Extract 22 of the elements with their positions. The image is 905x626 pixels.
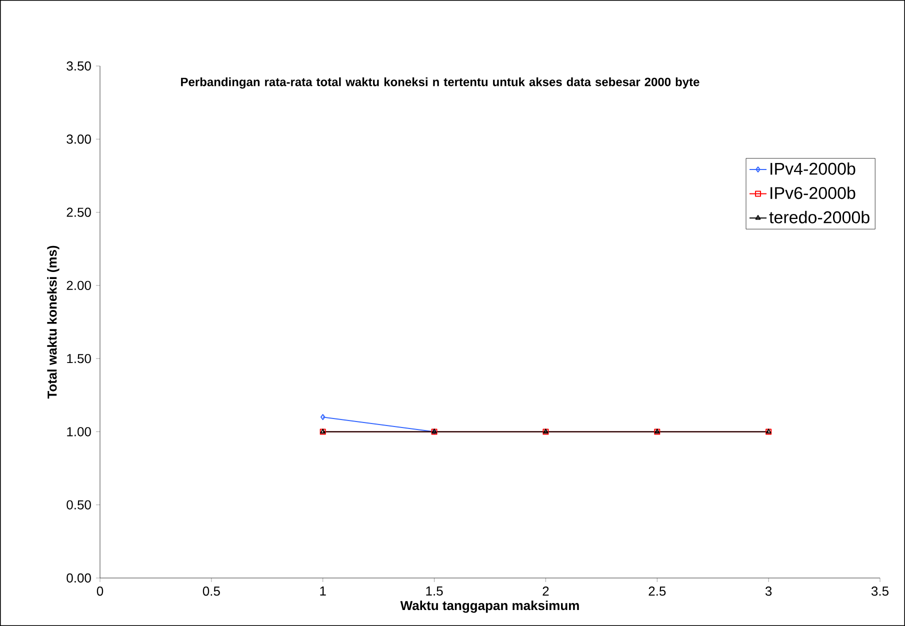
text: Perbandingan rata-rata total waktu koneksi n tertentu untuk akses data sebesar 2000 byte: [181, 77, 700, 89]
x-tick-label: 0.5: [202, 586, 220, 596]
legend-label: IPv4-2000b: [770, 162, 856, 175]
x-tick-label: 1.5: [426, 586, 443, 596]
y-tick-label: 1.00: [67, 427, 91, 436]
y-tick-label: 3.50: [66, 61, 91, 71]
x-tick-label: 3: [765, 586, 772, 596]
y-tick-label: 1.50: [67, 354, 91, 364]
y-tick-label: 2.00: [66, 280, 91, 290]
x-tick-label: 2: [542, 586, 549, 596]
legend-label: IPv6-2000b: [770, 186, 856, 200]
legend-label: teredo-2000b: [769, 210, 870, 224]
y-tick-label: 0.50: [66, 500, 91, 510]
x-tick-label: 0: [96, 586, 104, 596]
x-tick-label: 1: [320, 586, 326, 596]
y-tick-label: 0.00: [66, 573, 91, 583]
x-tick-label: 3.5: [871, 586, 888, 596]
y-tick-label: 2.50: [66, 208, 91, 217]
x-tick-label: 2.5: [648, 586, 666, 596]
y-tick-label: 3.00: [66, 134, 91, 144]
x-axis-title: Waktu tanggapan maksimum: [400, 600, 579, 613]
y-axis-title: Total waktu koneksi (ms): [47, 246, 60, 399]
